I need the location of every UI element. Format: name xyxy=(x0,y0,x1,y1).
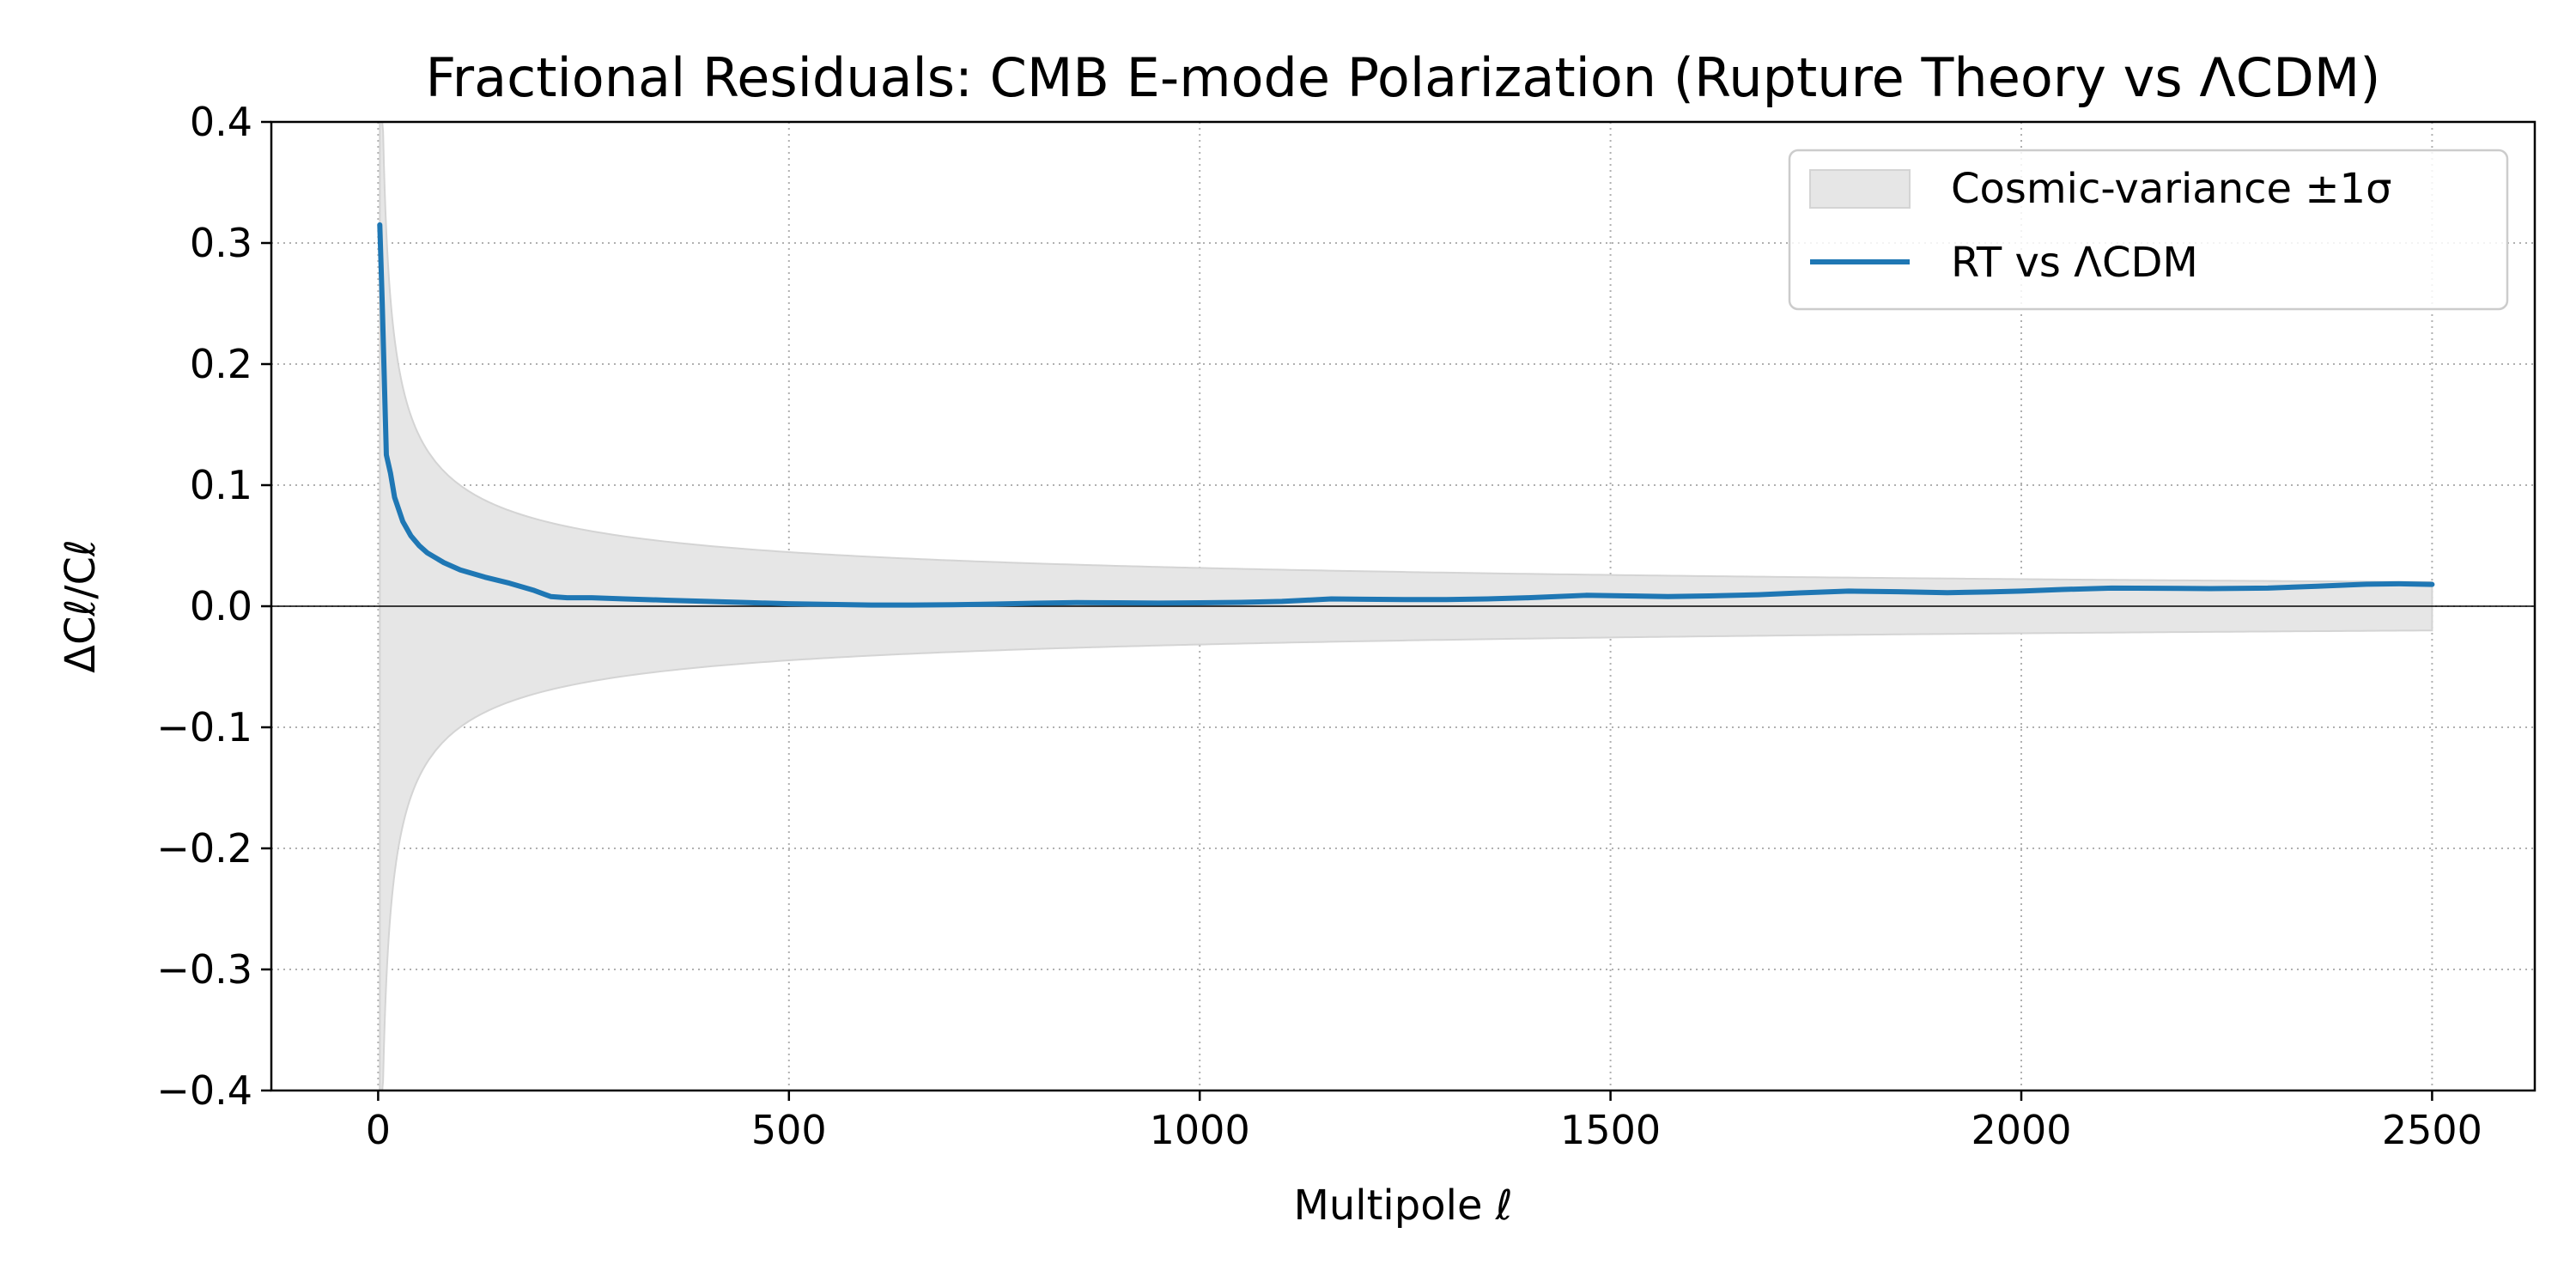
legend-swatch-band xyxy=(1809,169,1911,209)
legend-frame xyxy=(1788,149,2509,311)
legend-label-series: RT vs ΛCDM xyxy=(1951,239,2198,287)
y-tick-label-3: −0.1 xyxy=(156,704,252,750)
legend: Cosmic-variance ±1σ RT vs ΛCDM xyxy=(1788,149,2509,311)
series-layer xyxy=(377,222,2435,608)
y-axis-label: ΔCℓ/Cℓ xyxy=(57,539,105,673)
chart-title: Fractional Residuals: CMB E-mode Polariz… xyxy=(426,46,2381,109)
x-axis-label: Multipole ℓ xyxy=(1293,1182,1512,1230)
y-tick-label-4: 0.0 xyxy=(190,583,252,629)
x-tick-label-5: 2500 xyxy=(2382,1107,2482,1153)
y-tick-label-6: 0.2 xyxy=(190,341,252,387)
legend-label-band: Cosmic-variance ±1σ xyxy=(1951,165,2392,213)
y-tick-label-1: −0.3 xyxy=(156,946,252,993)
x-tick-label-3: 1500 xyxy=(1560,1107,1661,1153)
x-tick-label-0: 0 xyxy=(366,1107,391,1153)
series-line-0 xyxy=(377,222,2435,608)
y-tick-label-5: 0.1 xyxy=(190,462,252,508)
x-tick-label-2: 1000 xyxy=(1150,1107,1250,1153)
x-axis: 0 500 1000 1500 2000 2500 xyxy=(366,1091,2482,1153)
y-tick-label-0: −0.4 xyxy=(156,1067,252,1114)
y-axis: −0.4 −0.3 −0.2 −0.1 0.0 0.1 0.2 0.3 0.4 xyxy=(156,99,271,1114)
y-tick-label-8: 0.4 xyxy=(190,99,252,145)
y-tick-label-7: 0.3 xyxy=(190,220,252,266)
x-tick-label-1: 500 xyxy=(751,1107,827,1153)
x-tick-label-4: 2000 xyxy=(1971,1107,2071,1153)
y-tick-label-2: −0.2 xyxy=(156,825,252,872)
